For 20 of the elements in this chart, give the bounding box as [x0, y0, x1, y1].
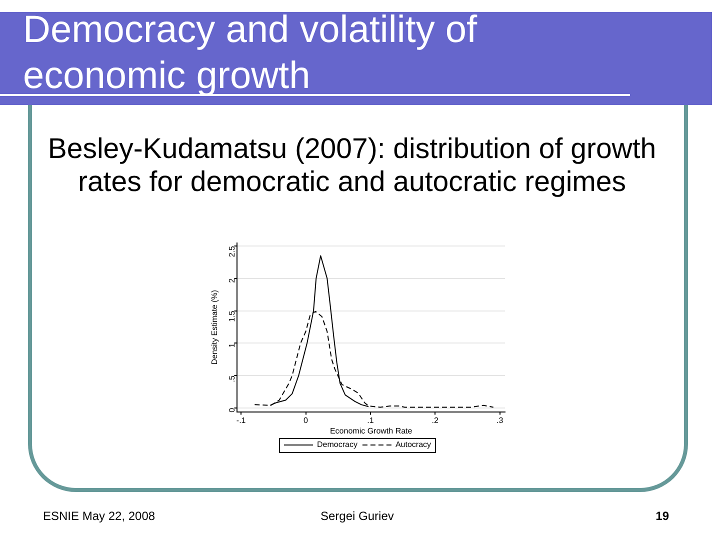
chart-title: Democracy and volatility of economic growth [23, 8, 478, 99]
legend-label: Democracy [316, 440, 358, 450]
x-tick-label: -.1 [236, 416, 246, 425]
x-tick-label: 0 [304, 416, 309, 425]
x-tick-label: .3 [496, 416, 504, 425]
x-axis-title: Economic Growth Rate [330, 426, 413, 436]
y-tick-label: 2.5 [227, 245, 236, 258]
y-tick-label: 2 [227, 278, 236, 283]
y-tick-label: 1 [227, 342, 236, 348]
y-tick-label: .5 [227, 374, 236, 382]
x-tick-label: .2 [432, 416, 440, 425]
x-tick-label: .1 [367, 416, 374, 425]
legend-label: Autocracy [395, 440, 432, 450]
text: Sergei Guriev [320, 509, 394, 523]
y-axis-title: Density Estimate (%) [210, 290, 220, 365]
text: ESNIE May 22, 2008 [43, 509, 156, 523]
y-tick-label: 1.5 [227, 310, 236, 322]
text: 19 [656, 509, 669, 523]
chart-subtitle: Besley-Kudamatsu (2007): distribution of growth rates for democratic and autocratic regimes [46, 133, 658, 199]
y-tick-label: 0 [227, 407, 236, 412]
